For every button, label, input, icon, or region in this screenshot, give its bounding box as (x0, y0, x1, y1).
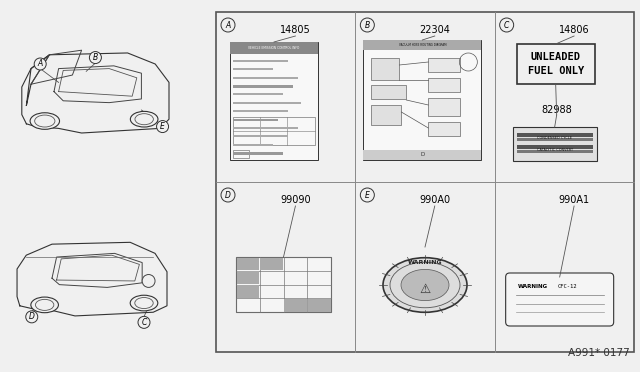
Bar (516, 138, 593, 141)
Bar (233, 144, 273, 145)
Bar (364, 40, 481, 160)
Bar (516, 150, 593, 153)
Text: C: C (504, 20, 509, 29)
Bar (513, 127, 596, 161)
Bar (428, 98, 460, 116)
Bar (233, 102, 301, 104)
Circle shape (360, 188, 374, 202)
Circle shape (221, 188, 235, 202)
Bar (364, 40, 481, 50)
Text: CATALYTIC CONVERT: CATALYTIC CONVERT (536, 148, 573, 152)
Text: D: D (29, 312, 35, 321)
Text: CONDENSED CYCLE: CONDENSED CYCLE (537, 136, 572, 140)
Text: 22304: 22304 (419, 25, 450, 35)
Bar (233, 152, 283, 154)
Circle shape (157, 121, 168, 132)
Bar (233, 77, 298, 79)
Ellipse shape (30, 113, 60, 129)
Circle shape (142, 275, 155, 288)
Text: D: D (225, 190, 231, 199)
Text: D: D (420, 153, 424, 157)
Text: VACUUM HOSE ROUTING DIAGRAM: VACUUM HOSE ROUTING DIAGRAM (399, 43, 446, 47)
Bar (233, 85, 293, 87)
Bar (428, 78, 460, 92)
Circle shape (138, 316, 150, 328)
Circle shape (360, 18, 374, 32)
Bar (233, 93, 283, 96)
Text: WARNING: WARNING (518, 285, 548, 289)
Bar (371, 58, 399, 80)
Text: E: E (160, 122, 165, 131)
Ellipse shape (401, 269, 449, 301)
Bar (236, 257, 331, 312)
Text: 82988: 82988 (541, 105, 572, 115)
Bar (237, 257, 259, 270)
Text: A991* 0177: A991* 0177 (568, 348, 630, 358)
Text: 99090: 99090 (280, 195, 311, 205)
Text: B: B (365, 20, 370, 29)
Bar (233, 135, 288, 137)
Bar (516, 145, 593, 149)
Text: VEHICLE EMISSION CONTROL INFO: VEHICLE EMISSION CONTROL INFO (248, 46, 300, 50)
Circle shape (26, 311, 38, 323)
Bar (233, 110, 288, 112)
Bar (233, 127, 298, 129)
Bar (284, 299, 307, 311)
Bar (371, 85, 406, 99)
Bar (516, 133, 593, 137)
Bar (216, 12, 634, 352)
Text: CFC-12: CFC-12 (557, 285, 577, 289)
Bar (237, 285, 259, 298)
Ellipse shape (130, 295, 158, 311)
Bar (428, 58, 460, 72)
Text: E: E (365, 190, 370, 199)
Ellipse shape (31, 297, 58, 313)
Bar (516, 44, 595, 84)
Bar (230, 42, 318, 54)
Bar (260, 257, 283, 270)
Bar (428, 122, 460, 136)
Ellipse shape (131, 111, 158, 127)
Bar (308, 299, 330, 311)
Bar (233, 119, 278, 121)
Circle shape (34, 58, 46, 70)
Text: UNLEADED: UNLEADED (531, 52, 580, 62)
Text: A: A (38, 60, 43, 68)
Circle shape (221, 18, 235, 32)
Bar (233, 117, 315, 145)
Ellipse shape (383, 258, 467, 312)
Bar (371, 105, 401, 125)
Bar (233, 60, 288, 62)
Text: ⚠: ⚠ (419, 282, 431, 295)
Bar (237, 271, 259, 284)
Text: FUEL ONLY: FUEL ONLY (527, 66, 584, 76)
Text: C: C (141, 318, 147, 327)
Text: B: B (93, 53, 98, 62)
Circle shape (500, 18, 514, 32)
Text: 990A0: 990A0 (419, 195, 451, 205)
Text: 990A1: 990A1 (559, 195, 589, 205)
Text: A: A (225, 20, 230, 29)
Bar (230, 42, 318, 160)
Circle shape (90, 52, 101, 64)
Text: WARNING: WARNING (408, 260, 442, 266)
Bar (364, 150, 481, 160)
Bar (233, 68, 273, 70)
Text: 14806: 14806 (559, 25, 589, 35)
Text: 14805: 14805 (280, 25, 311, 35)
Bar (233, 150, 249, 158)
FancyBboxPatch shape (506, 273, 614, 326)
